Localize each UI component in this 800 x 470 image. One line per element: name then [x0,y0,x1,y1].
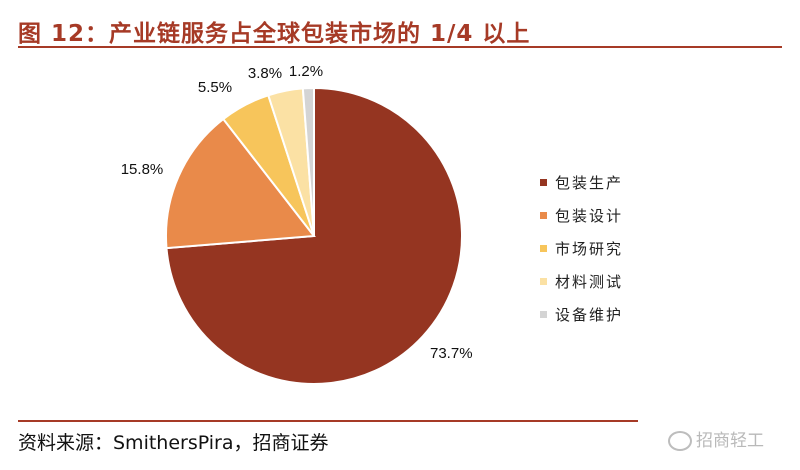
legend-label: 包装设计 [555,207,624,225]
legend-item-4: 材料测试 [540,265,623,298]
legend-swatch [540,311,547,318]
legend-item-3: 市场研究 [540,232,623,265]
legend-label: 设备维护 [555,306,624,324]
data-label-5: 1.2% [289,63,323,80]
figure-title: 图 12：产业链服务占全球包装市场的 1/4 以上 [18,21,531,47]
legend-swatch [540,212,547,219]
source-divider [18,420,638,422]
data-label-2: 15.8% [121,161,164,178]
pie-slices [165,86,463,385]
data-label-1: 73.7% [430,345,473,362]
legend-swatch [540,278,547,285]
wechat-icon [668,431,692,451]
chart-legend: 包装生产包装设计市场研究材料测试设备维护 [540,166,623,331]
watermark-text: 招商轻工 [696,431,764,451]
legend-item-5: 设备维护 [540,298,623,331]
legend-label: 包装生产 [555,174,624,192]
title-divider [18,46,782,48]
data-label-3: 5.5% [198,79,232,96]
legend-item-2: 包装设计 [540,199,623,232]
legend-item-1: 包装生产 [540,166,623,199]
legend-swatch [540,179,547,186]
watermark: 招商轻工 [668,426,764,451]
pie-slice-5 [301,86,315,237]
source-note: 资料来源：SmithersPira，招商证券 [18,432,329,454]
pie-labels: 73.7% 15.8% 5.5% 3.8% 1.2% [121,63,473,362]
legend-label: 材料测试 [555,273,624,291]
legend-swatch [540,245,547,252]
data-label-4: 3.8% [248,65,282,82]
pie-slice-2 [165,117,316,250]
legend-label: 市场研究 [555,240,624,258]
